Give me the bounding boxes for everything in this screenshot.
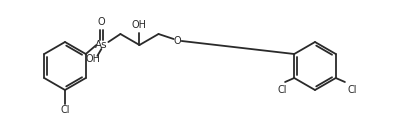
- Text: O: O: [97, 17, 105, 27]
- Text: OH: OH: [132, 20, 147, 30]
- Text: Cl: Cl: [60, 105, 70, 115]
- Text: As: As: [95, 40, 108, 50]
- Text: Cl: Cl: [277, 85, 287, 95]
- Text: Cl: Cl: [347, 85, 357, 95]
- Text: OH: OH: [86, 54, 101, 64]
- Text: O: O: [174, 36, 181, 46]
